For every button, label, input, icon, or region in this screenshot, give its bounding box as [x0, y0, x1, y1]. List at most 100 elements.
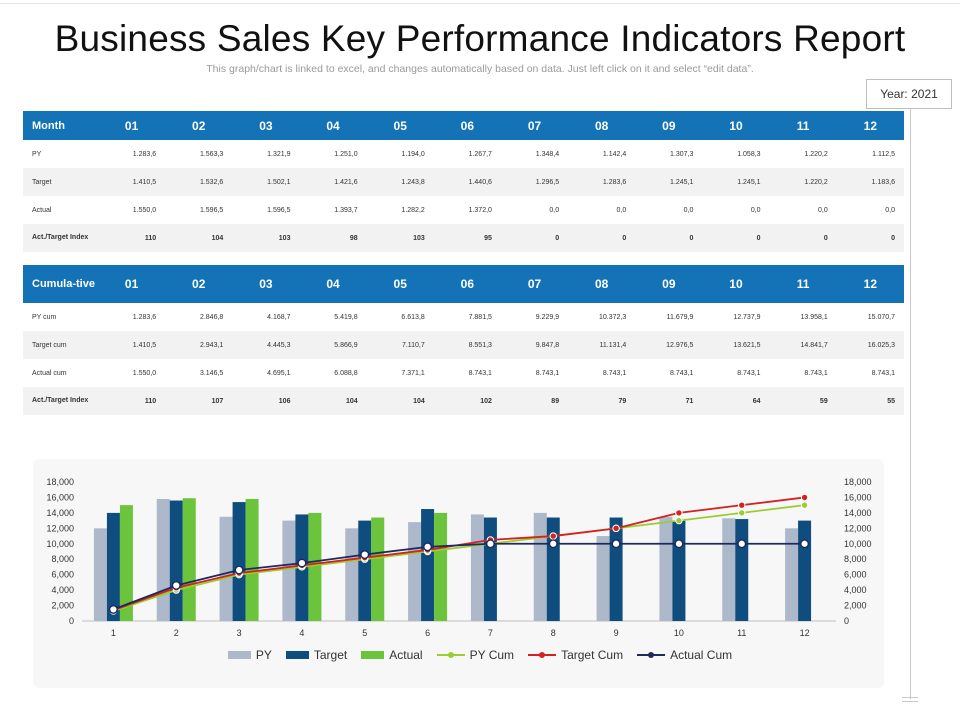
table-row: PY 1.283,6 1.563,3 1.321,9 1.251,0 1.194,0 1.2…: [23, 140, 904, 168]
table-header-cell: 09: [635, 265, 703, 303]
point-py-cum: [800, 501, 809, 509]
bar-py: [408, 522, 422, 621]
table-cell: 55: [836, 387, 904, 415]
y2-tick-label: 16,000: [844, 492, 872, 502]
table-header-cell: 08: [568, 111, 636, 140]
table-cell: 6.088,8: [334, 369, 358, 377]
bar-py: [282, 520, 296, 621]
table-header-cell: 12: [836, 111, 904, 140]
bar-target: [609, 517, 623, 621]
point-target-cum: [738, 501, 746, 509]
table-cell: 71: [635, 387, 703, 415]
table-cell: 1.563,3: [199, 150, 224, 158]
table-header-cell: 03: [232, 265, 300, 303]
bar-target: [232, 502, 246, 621]
table-cell: 8.551,3: [433, 331, 501, 359]
x-tick-label: 11: [737, 628, 746, 638]
legend-item: Target: [285, 648, 347, 662]
y2-tick-label: 4,000: [844, 585, 867, 595]
table-cell: 110: [98, 387, 166, 415]
table-header-cell: 11: [769, 111, 837, 140]
table-cell: 64: [702, 387, 770, 415]
table-header-cell: 01: [98, 111, 166, 140]
table-cell: 1.440,6: [433, 168, 501, 196]
row-label: PY: [32, 150, 42, 158]
line-target-cum: [113, 496, 805, 612]
table-cell: 1.283,6: [132, 313, 157, 321]
table-cell: 0: [836, 224, 904, 252]
line-actual-cum: [113, 542, 805, 611]
table-header-label: Month: [23, 111, 98, 140]
table-header-cell: 08: [568, 265, 636, 303]
line-py-cum: [113, 504, 805, 612]
table-header-cell: 10: [702, 265, 770, 303]
table-cell: 8.743,1: [468, 369, 492, 377]
table-cell: 8.743,1: [535, 369, 560, 377]
x-tick-label: 9: [614, 628, 619, 638]
bar-actual: [308, 512, 322, 621]
table-cell: 1.243,8: [366, 168, 434, 196]
point-actual-cum: [674, 539, 684, 549]
table-cell: 8.743,1: [871, 369, 895, 377]
bar-target: [358, 520, 372, 621]
table-header-cell: 01: [98, 265, 166, 303]
table-cell: 11.131,4: [568, 331, 636, 359]
table-cell: 1.283,6: [568, 168, 636, 196]
table-cell: 5.866,9: [299, 331, 367, 359]
table-header-cell: 11: [769, 265, 837, 303]
table-cell: 95: [433, 224, 501, 252]
table-cell: 1.410,5: [98, 168, 166, 196]
table-header-cell: 07: [500, 265, 569, 303]
side-divider: [910, 109, 911, 699]
table-cell: 9.229,9: [535, 313, 560, 321]
table-cell: 7.881,5: [468, 313, 492, 321]
table-cell: 1.348,4: [535, 150, 560, 158]
point-actual-cum: [108, 604, 118, 614]
row-label: Act./Target Index: [23, 387, 98, 415]
point-actual-cum: [548, 539, 558, 549]
table-row: PY cum 1.283,6 2.846,8 4.168,7 5.419,8 6.613,…: [23, 303, 904, 331]
table-cell: 4.695,1: [267, 369, 291, 377]
table-cell: 12.976,5: [635, 331, 703, 359]
legend-marker: [648, 652, 655, 658]
y2-tick-label: 6,000: [844, 570, 867, 580]
table-cell: 4.168,7: [267, 313, 291, 321]
point-actual-cum: [611, 539, 621, 549]
table-cell: 2.943,1: [165, 331, 233, 359]
bar-target: [169, 500, 183, 621]
table-header-cell: 12: [836, 265, 904, 303]
bar-target: [483, 517, 497, 621]
point-py-cum: [738, 509, 746, 517]
table-cell: 102: [433, 387, 501, 415]
table-cell: 1.502,1: [232, 168, 300, 196]
table-cell: 1.321,9: [267, 150, 291, 158]
row-label: Actual: [32, 206, 52, 214]
table-cell: 2.846,8: [199, 313, 224, 321]
table-cell: 1.282,2: [401, 206, 425, 214]
legend-swatch: [285, 651, 309, 659]
point-actual-cum: [800, 539, 810, 549]
side-divider-mark: [902, 701, 918, 702]
side-divider-mark: [902, 697, 918, 698]
table-cell: 104: [366, 387, 434, 415]
table-cell: 0: [702, 224, 770, 252]
bar-target: [421, 509, 435, 621]
table-cell: 0,0: [817, 206, 828, 214]
legend-item: PY Cum: [436, 648, 514, 662]
point-target-cum: [612, 524, 620, 533]
point-actual-cum: [423, 542, 433, 552]
table-cell: 16.025,3: [836, 331, 904, 359]
bar-py: [596, 536, 610, 621]
bar-py: [345, 528, 359, 621]
table-cell: 104: [165, 224, 233, 252]
table-cell: 13.621,5: [702, 331, 770, 359]
table-header-row: Month 01 02 03 04 05 06 07 08 09 10 11 12: [23, 111, 904, 140]
table-cell: 14.841,7: [769, 331, 837, 359]
year-label: Year: 2021: [866, 79, 952, 109]
table-cell: 1.296,5: [500, 168, 569, 196]
row-label: PY cum: [32, 313, 57, 321]
bar-actual: [434, 512, 448, 621]
legend-marker: [539, 652, 546, 658]
table-cell: 0,0: [683, 206, 694, 214]
table-cell: 0: [635, 224, 703, 252]
